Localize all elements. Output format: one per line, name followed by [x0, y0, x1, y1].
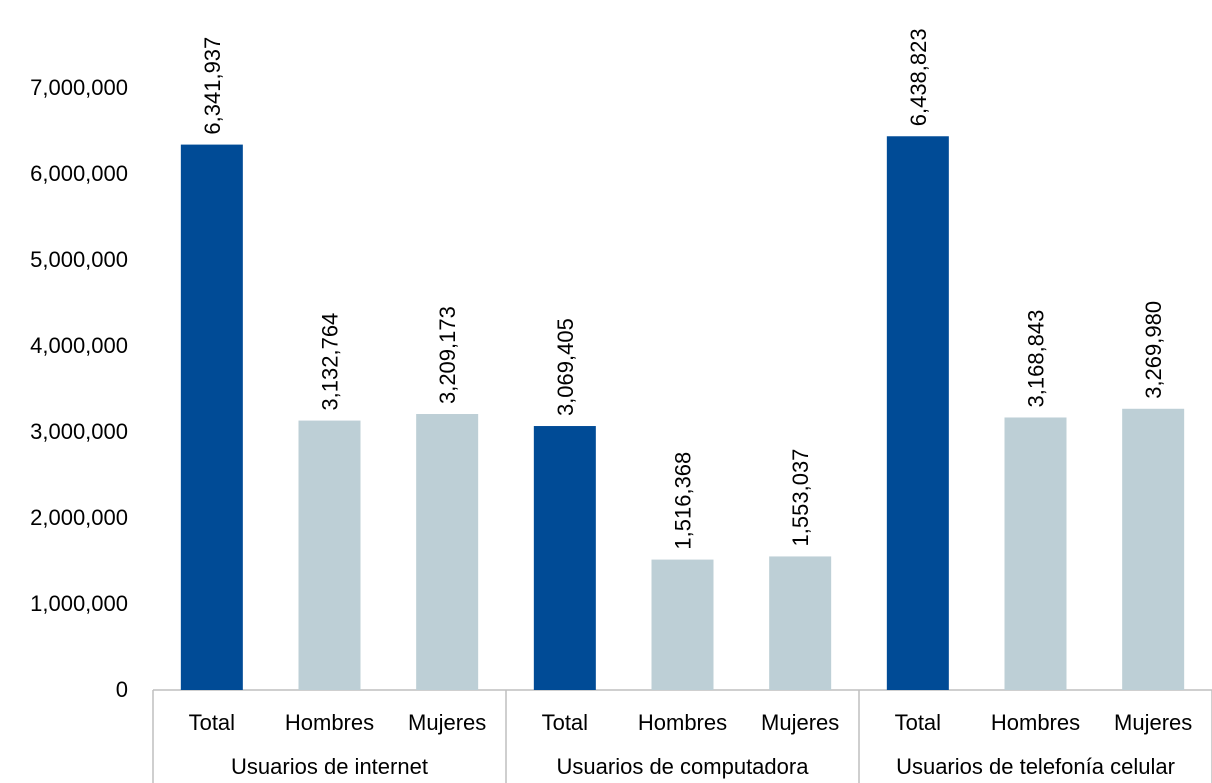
category-label: Hombres [285, 710, 374, 735]
bar [886, 136, 949, 690]
y-tick-label: 1,000,000 [30, 591, 128, 616]
bar [298, 420, 361, 690]
bar [651, 559, 714, 690]
category-label: Hombres [991, 710, 1080, 735]
data-label: 6,438,823 [906, 28, 931, 126]
y-tick-label: 3,000,000 [30, 419, 128, 444]
category-label: Total [542, 710, 588, 735]
category-label: Total [895, 710, 941, 735]
y-tick-label: 5,000,000 [30, 247, 128, 272]
category-label: Total [189, 710, 235, 735]
bar [1122, 408, 1185, 690]
bar [769, 556, 832, 690]
data-label: 1,516,368 [671, 452, 696, 550]
data-label: 6,341,937 [200, 37, 225, 135]
category-label: Hombres [638, 710, 727, 735]
category-label: Mujeres [761, 710, 839, 735]
data-label: 3,209,173 [435, 306, 460, 404]
bar [1004, 417, 1067, 690]
y-tick-label: 4,000,000 [30, 333, 128, 358]
data-label: 3,132,764 [318, 313, 343, 411]
bar [180, 144, 243, 691]
bar [416, 414, 479, 690]
group-label: Usuarios de telefonía celular [896, 754, 1175, 779]
data-label: 3,168,843 [1024, 310, 1049, 408]
y-tick-label: 7,000,000 [30, 75, 128, 100]
category-label: Mujeres [408, 710, 486, 735]
data-label: 3,069,405 [553, 318, 578, 416]
y-tick-label: 6,000,000 [30, 161, 128, 186]
data-label: 1,553,037 [788, 449, 813, 547]
y-tick-label: 0 [116, 677, 128, 702]
group-label: Usuarios de computadora [557, 754, 810, 779]
bar [533, 426, 596, 690]
category-label: Mujeres [1114, 710, 1192, 735]
group-label: Usuarios de internet [231, 754, 428, 779]
data-label: 3,269,980 [1141, 301, 1166, 399]
y-tick-label: 2,000,000 [30, 505, 128, 530]
